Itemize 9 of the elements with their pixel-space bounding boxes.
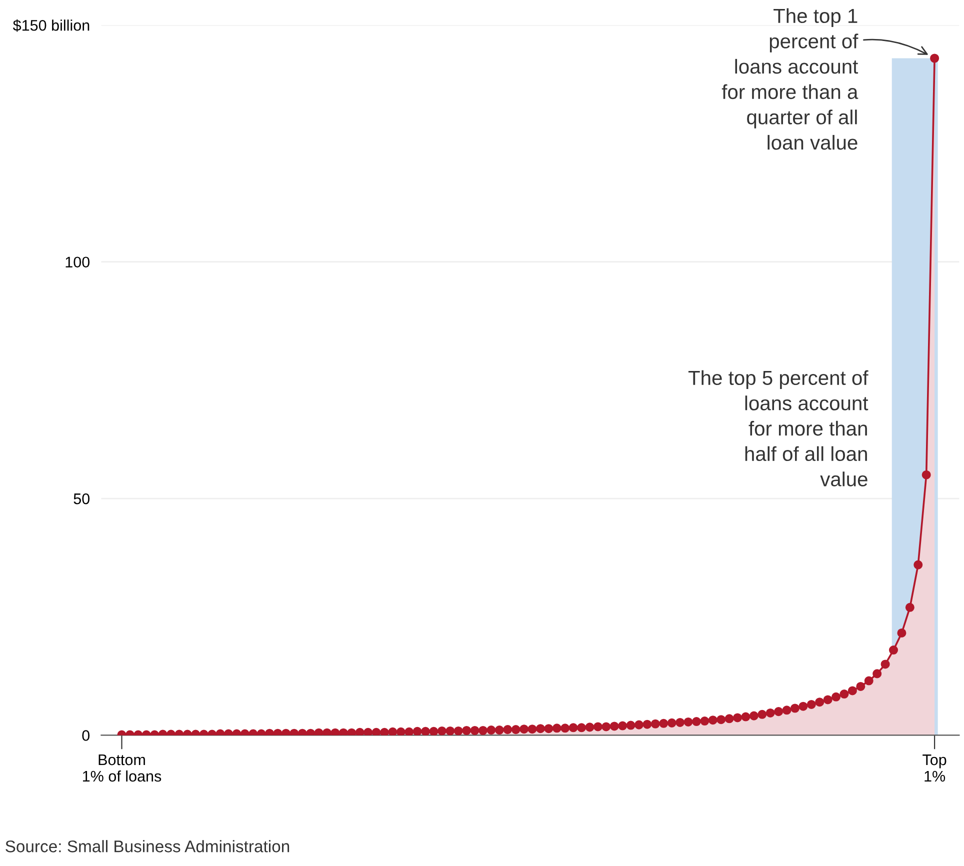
- y-tick-label: $150 billion: [12, 19, 90, 32]
- source-note: Source: Small Business Administration: [6, 840, 290, 852]
- y-tick-label: 50: [74, 493, 90, 504]
- x-tick-label: Top 1%: [922, 754, 946, 782]
- annotation: The top 5 percent of loans account for more than half of all loan value: [688, 370, 868, 486]
- y-tick-label: 0: [82, 730, 90, 741]
- x-tick-label: Bottom 1% of loans: [82, 754, 162, 782]
- annotation: The top 1 percent of loans account for more than a quarter of all loan value: [722, 8, 858, 150]
- y-tick-label: 100: [66, 256, 90, 268]
